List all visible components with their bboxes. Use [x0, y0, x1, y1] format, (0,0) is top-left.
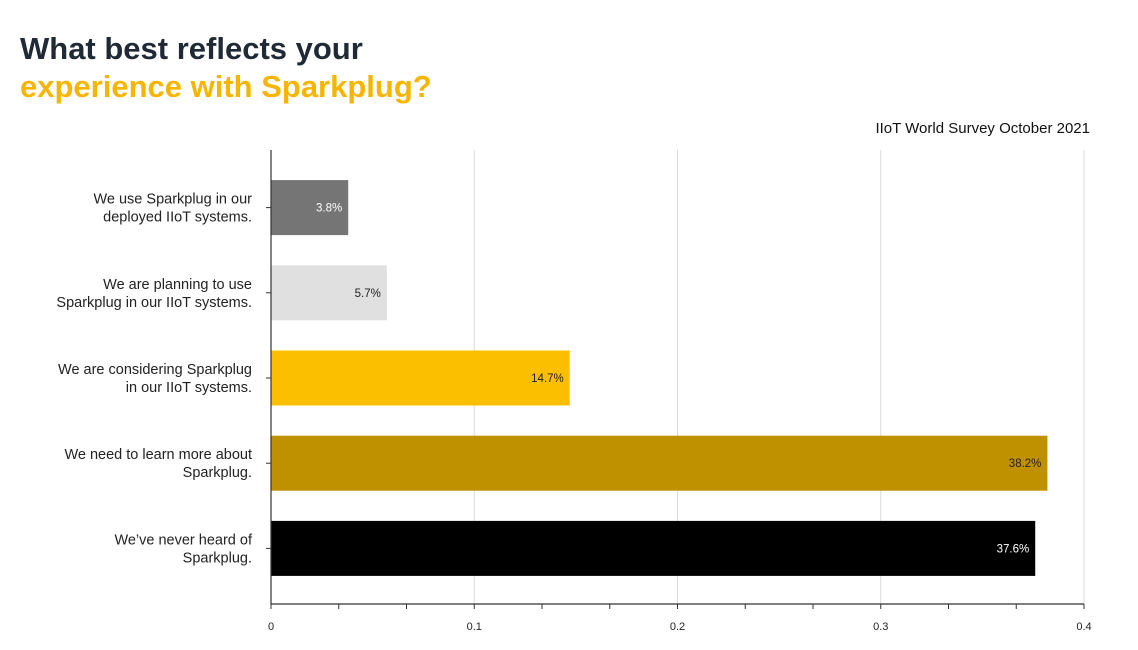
- title-line-1: What best reflects your: [20, 31, 363, 66]
- data-label: 14.7%: [531, 373, 564, 385]
- bar: [271, 265, 387, 321]
- category-label-line: We use Sparkplug in our: [93, 192, 252, 208]
- chart-title: What best reflects your experience with …: [20, 30, 432, 106]
- category-label-line: We’ve never heard of: [114, 532, 253, 548]
- title-line-2: experience with Sparkplug?: [20, 69, 432, 104]
- category-label: We’ve never heard of Sparkplug.: [114, 532, 253, 566]
- data-label: 38.2%: [1009, 458, 1042, 470]
- x-tick-label: 0.2: [670, 621, 685, 633]
- category-label-line: deployed IIoT systems.: [103, 210, 252, 226]
- category-label-line: We are considering Sparkplug: [58, 362, 252, 378]
- category-label-line: in our IIoT systems.: [126, 380, 252, 396]
- category-label-line: Sparkplug in our IIoT systems.: [56, 295, 252, 311]
- x-tick-label: 0: [268, 621, 274, 633]
- data-label: 3.8%: [316, 203, 342, 215]
- bar: [271, 350, 570, 406]
- data-label: 37.6%: [997, 543, 1030, 555]
- category-label-line: We need to learn more about: [64, 447, 252, 463]
- category-label: We need to learn more about Sparkplug.: [64, 447, 252, 481]
- x-tick-label: 0.4: [1076, 621, 1091, 633]
- category-label: We use Sparkplug in our deployed IIoT sys…: [93, 192, 252, 226]
- x-tick-label: 0.3: [873, 621, 888, 633]
- data-label: 5.7%: [355, 288, 381, 300]
- bar: [271, 520, 1036, 576]
- source-note: IIoT World Survey October 2021: [875, 120, 1090, 137]
- x-tick-label: 0.1: [467, 621, 482, 633]
- bar: [271, 435, 1048, 491]
- category-label: We are considering Sparkplug in our IIoT …: [58, 362, 252, 396]
- category-label-line: Sparkplug.: [183, 465, 252, 481]
- bar: [271, 180, 349, 236]
- category-label: We are planning to use Sparkplug in our I…: [56, 277, 252, 311]
- category-label-line: Sparkplug.: [183, 550, 252, 566]
- category-label-line: We are planning to use: [103, 277, 252, 293]
